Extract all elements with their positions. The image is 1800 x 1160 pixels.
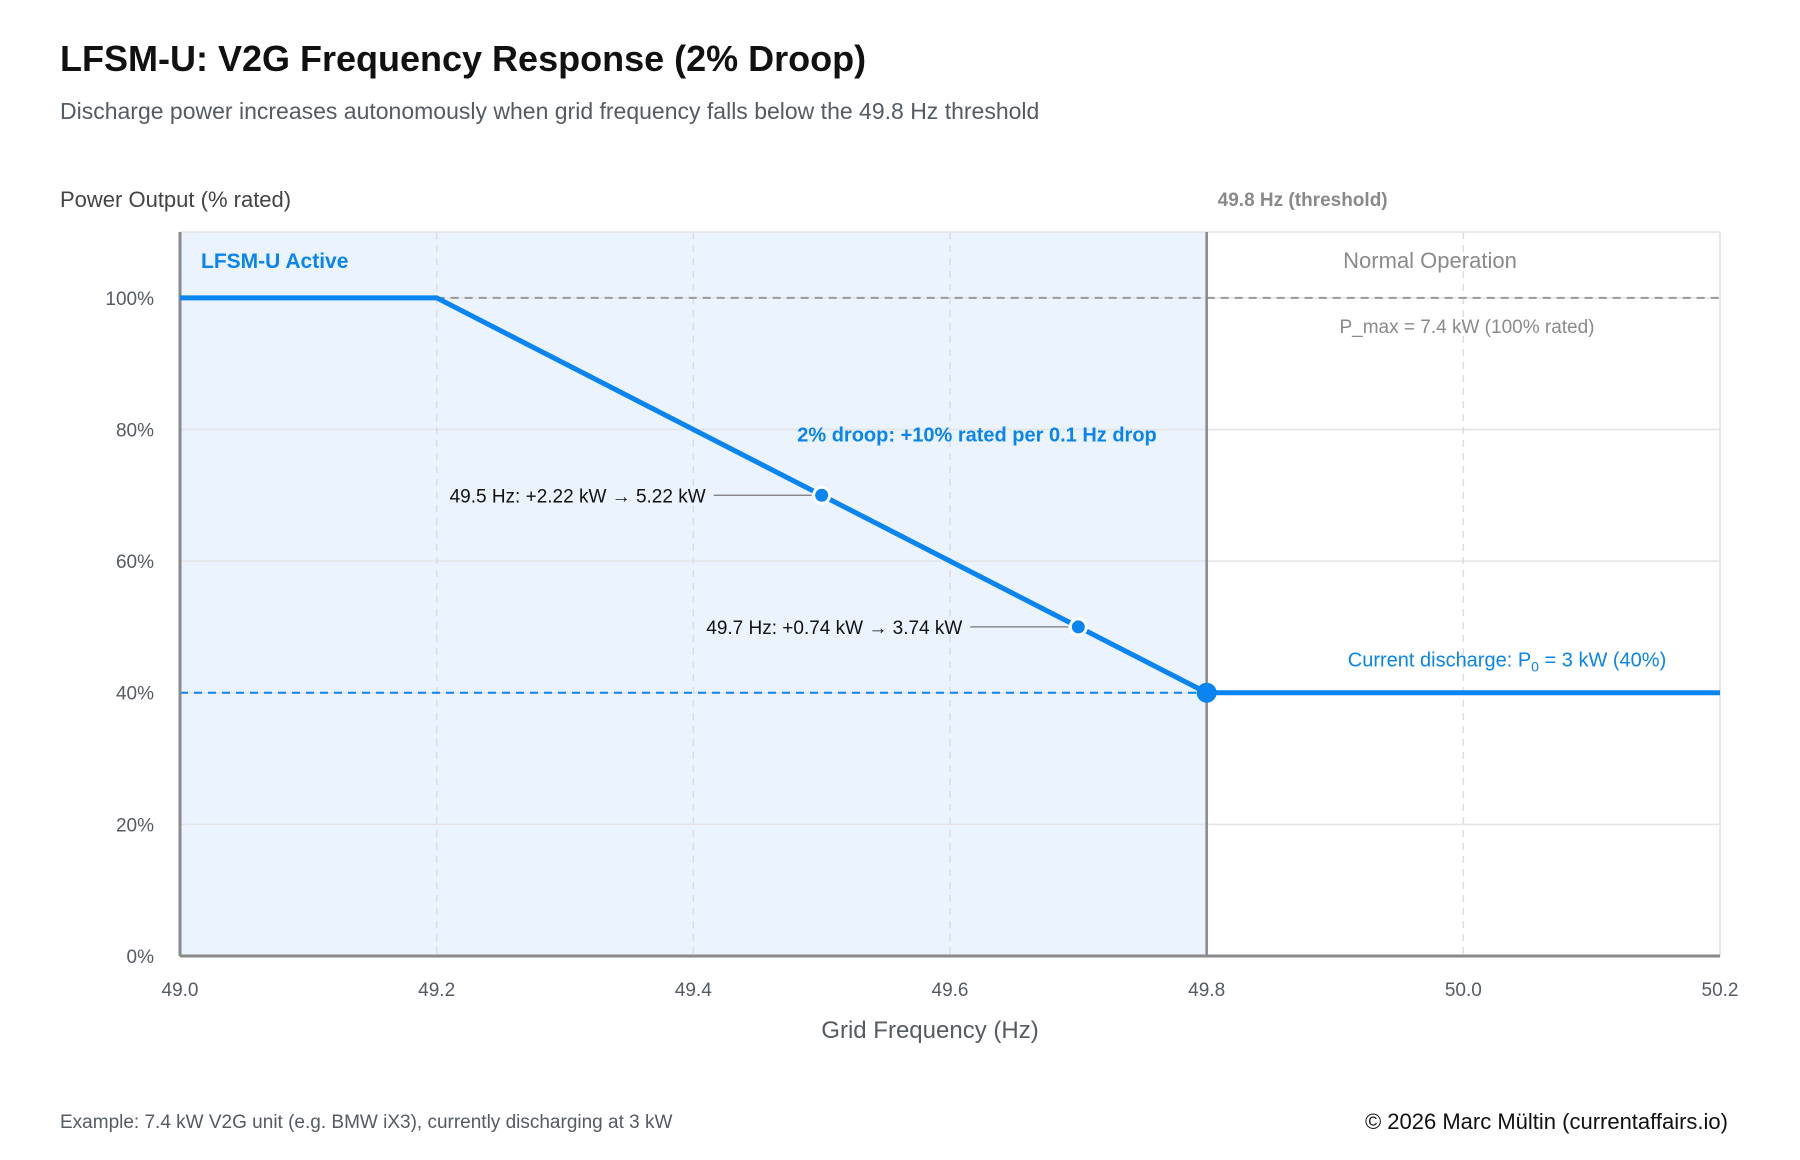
x-tick-label: 49.0 xyxy=(162,980,199,1001)
y-tick-label: 100% xyxy=(105,289,154,310)
points-layer xyxy=(713,485,1217,703)
x-tick-label: 50.0 xyxy=(1445,980,1482,1001)
point-label: 49.7 Hz: +0.74 kW → 3.74 kW xyxy=(706,618,962,639)
labels-layer: 49.5 Hz: +2.22 kW → 5.22 kW 49.7 Hz: +0.7… xyxy=(201,190,1666,675)
y-tick-label: 40% xyxy=(116,684,154,705)
axes-layer: 0% 20% 40% 60% 80% 100% 49.0 49.2 49.4 49.6 49.8 50… xyxy=(60,187,1738,1044)
data-point xyxy=(812,485,832,505)
y-tick-label: 0% xyxy=(127,947,155,968)
x-tick-label: 49.4 xyxy=(675,980,712,1001)
x-tick-label: 50.2 xyxy=(1702,980,1739,1001)
x-tick-label: 49.2 xyxy=(418,980,455,1001)
droop-annotation: 2% droop: +10% rated per 0.1 Hz drop xyxy=(797,424,1157,446)
footer-note: Example: 7.4 kW V2G unit (e.g. BMW iX3),… xyxy=(60,1112,673,1133)
region-label-active: LFSM-U Active xyxy=(201,250,348,273)
y-tick-label: 20% xyxy=(116,815,154,836)
chart-subtitle: Discharge power increases autonomously w… xyxy=(60,98,1040,124)
x-axis-title: Grid Frequency (Hz) xyxy=(821,1017,1038,1044)
reference-lines-layer xyxy=(180,232,1720,956)
footer-copyright: © 2026 Marc Mültin (currentaffairs.io) xyxy=(1364,1109,1728,1134)
point-label: 49.5 Hz: +2.22 kW → 5.22 kW xyxy=(450,486,706,507)
region-label-normal: Normal Operation xyxy=(1343,248,1517,273)
current-discharge-label: Current discharge: P0 = 3 kW (40%) xyxy=(1348,650,1666,675)
pmax-label: P_max = 7.4 kW (100% rated) xyxy=(1339,317,1594,338)
y-tick-label: 80% xyxy=(116,420,154,441)
current-operating-point xyxy=(1196,682,1217,703)
x-tick-label: 49.8 xyxy=(1188,980,1225,1001)
threshold-label: 49.8 Hz (threshold) xyxy=(1218,190,1388,211)
data-point xyxy=(1068,617,1088,637)
y-tick-label: 60% xyxy=(116,552,154,573)
chart-title: LFSM-U: V2G Frequency Response (2% Droop… xyxy=(60,38,867,79)
y-axis-title: Power Output (% rated) xyxy=(60,187,291,212)
x-tick-label: 49.6 xyxy=(932,980,969,1001)
